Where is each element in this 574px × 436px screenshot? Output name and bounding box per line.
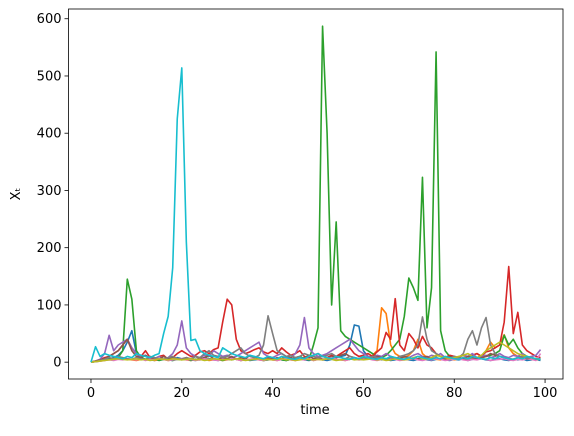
y-axis-label: Xₜ — [9, 187, 24, 200]
y-tick-label: 600 — [37, 12, 62, 27]
x-tick-label: 0 — [87, 386, 95, 401]
x-axis-label: time — [300, 403, 329, 418]
series-line — [90, 25, 541, 363]
y-tick-label: 400 — [37, 127, 62, 142]
y-tick-label: 500 — [37, 69, 62, 84]
y-tick-label: 200 — [37, 241, 62, 256]
x-tick-label: 60 — [355, 386, 372, 401]
x-tick-label: 80 — [446, 386, 463, 401]
plot-frame — [68, 8, 564, 380]
x-tick-label: 100 — [533, 386, 558, 401]
series-line — [90, 341, 541, 363]
y-tick-label: 0 — [53, 356, 61, 371]
series-line — [90, 67, 541, 363]
y-tick-label: 300 — [37, 184, 62, 199]
series-line — [90, 265, 541, 363]
y-tick-label: 100 — [37, 298, 62, 313]
x-tick-label: 40 — [264, 386, 281, 401]
series-line — [90, 315, 541, 363]
x-tick-label: 20 — [174, 386, 191, 401]
